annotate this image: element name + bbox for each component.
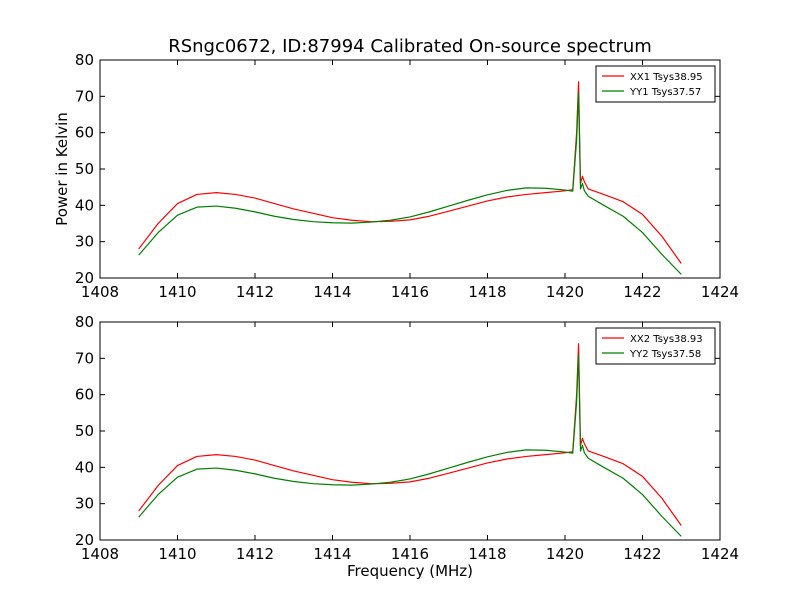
series-line-1: [138, 81, 682, 264]
x-tick-label: 1416: [391, 283, 429, 301]
y-tick-label: 30: [75, 233, 94, 251]
x-tick-label: 1412: [236, 283, 274, 301]
figure-title: RSngc0672, ID:87994 Calibrated On-source…: [168, 36, 652, 57]
y-tick-label: 20: [75, 269, 94, 287]
legend-label-2: YY1 Tsys37.57: [629, 87, 701, 98]
legend: XX2 Tsys38.93 YY2 Tsys37.58: [595, 327, 716, 365]
y-tick-label: 40: [75, 196, 94, 214]
series-line-2: [138, 92, 682, 275]
y-tick-label: 80: [75, 313, 94, 331]
x-tick-label: 1408: [81, 545, 119, 563]
x-tick-label: 1416: [391, 545, 429, 563]
legend-label-1: XX1 Tsys38.95: [630, 72, 703, 83]
legend-box: [595, 65, 716, 103]
x-tick-label: 1424: [701, 545, 739, 563]
y-tick-label: 80: [75, 51, 94, 69]
subplot-1: 1408 1410 1412 1414 1416 1418 1420 1422 1424 20 30…: [53, 51, 739, 301]
legend: XX1 Tsys38.95 YY1 Tsys37.57: [595, 65, 716, 103]
x-tick-label: 1422: [623, 545, 661, 563]
y-tick-label: 50: [75, 160, 94, 178]
x-tick-label: 1424: [701, 283, 739, 301]
y-tick-label: 20: [75, 531, 94, 549]
y-tick-label: 40: [75, 458, 94, 476]
x-tick-label: 1420: [546, 283, 584, 301]
series-line-1: [138, 343, 682, 526]
x-tick-label: 1410: [158, 545, 196, 563]
x-tick-label: 1418: [468, 283, 506, 301]
x-tick-label: 1422: [623, 283, 661, 301]
panels: 1408 1410 1412 1414 1416 1418 1420 1422 1424 20 30…: [53, 51, 739, 563]
x-axis-label: Frequency (MHz): [347, 562, 473, 580]
x-tick-label: 1414: [313, 283, 351, 301]
x-tick-label: 1410: [158, 283, 196, 301]
subplot-2: 1408 1410 1412 1414 1416 1418 1420 1422 1424 20 30…: [75, 313, 739, 563]
y-axis-label: Power in Kelvin: [53, 112, 71, 226]
legend-label-1: XX2 Tsys38.93: [630, 334, 703, 345]
series-line-2: [138, 354, 682, 537]
x-tick-label: 1408: [81, 283, 119, 301]
y-tick-label: 70: [75, 87, 94, 105]
x-tick-label: 1412: [236, 545, 274, 563]
y-tick-label: 30: [75, 495, 94, 513]
y-tick-label: 60: [75, 386, 94, 404]
y-tick-label: 70: [75, 349, 94, 367]
x-tick-label: 1414: [313, 545, 351, 563]
y-tick-label: 60: [75, 124, 94, 142]
legend-label-2: YY2 Tsys37.58: [629, 349, 701, 360]
y-tick-label: 50: [75, 422, 94, 440]
legend-box: [595, 327, 716, 365]
x-tick-label: 1420: [546, 545, 584, 563]
x-tick-label: 1418: [468, 545, 506, 563]
